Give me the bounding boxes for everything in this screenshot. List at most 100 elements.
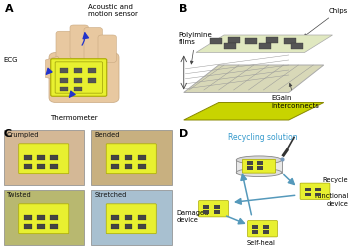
Bar (247, 161, 253, 165)
Ellipse shape (236, 168, 282, 176)
Text: Twisted: Twisted (7, 192, 32, 198)
FancyBboxPatch shape (51, 59, 107, 96)
Bar (125, 215, 132, 220)
Text: Recycling solution: Recycling solution (228, 132, 297, 141)
Text: Self-heal: Self-heal (246, 240, 275, 246)
Bar (138, 215, 146, 220)
Bar (138, 155, 146, 160)
Bar (284, 38, 296, 44)
FancyBboxPatch shape (106, 144, 156, 174)
Bar (210, 38, 222, 44)
Bar (50, 164, 58, 169)
Bar (125, 155, 132, 160)
Bar (60, 87, 68, 91)
Bar (214, 210, 220, 214)
Bar (228, 37, 240, 43)
Text: Stretched: Stretched (94, 192, 127, 198)
Bar (315, 188, 321, 191)
Bar (203, 205, 209, 209)
Bar (24, 224, 32, 229)
Bar (60, 78, 68, 82)
FancyBboxPatch shape (199, 200, 228, 217)
Polygon shape (184, 102, 324, 120)
Bar (262, 230, 269, 234)
Bar (74, 68, 82, 72)
Polygon shape (46, 56, 63, 80)
Bar (252, 230, 258, 234)
Bar (290, 43, 303, 49)
Ellipse shape (236, 156, 282, 164)
Bar (4, 130, 84, 185)
Bar (60, 68, 68, 72)
Bar (37, 164, 45, 169)
FancyBboxPatch shape (19, 144, 69, 174)
Text: Polyimine
films: Polyimine films (178, 32, 212, 64)
Bar (37, 155, 45, 160)
FancyBboxPatch shape (242, 160, 276, 173)
FancyBboxPatch shape (84, 28, 102, 60)
Bar (24, 215, 32, 220)
Text: Crumpled: Crumpled (7, 132, 40, 138)
Text: Bended: Bended (94, 132, 120, 138)
Bar (24, 155, 32, 160)
FancyBboxPatch shape (56, 31, 75, 61)
FancyBboxPatch shape (98, 35, 116, 62)
Text: B: B (178, 4, 187, 14)
Bar (257, 166, 263, 170)
Bar (50, 215, 58, 220)
Text: Acoustic and
motion sensor: Acoustic and motion sensor (88, 4, 137, 17)
Bar (37, 224, 45, 229)
Bar (262, 225, 269, 229)
Bar (214, 205, 220, 209)
Bar (50, 155, 58, 160)
Bar (74, 87, 82, 91)
Text: A: A (5, 4, 14, 14)
Text: Functional
device: Functional device (314, 194, 348, 206)
Bar (111, 164, 119, 169)
Bar (259, 43, 271, 49)
Bar (88, 78, 96, 82)
Bar (4, 190, 84, 245)
Bar (138, 164, 146, 169)
Bar (257, 161, 263, 165)
Text: Chips: Chips (304, 8, 348, 36)
Bar (304, 192, 311, 196)
Bar (203, 210, 209, 214)
Bar (50, 224, 58, 229)
Text: ECG: ECG (4, 57, 18, 63)
Bar (315, 192, 321, 196)
Bar (245, 38, 257, 44)
Text: Damaged
device: Damaged device (177, 210, 209, 223)
FancyBboxPatch shape (70, 25, 88, 59)
Bar (252, 225, 258, 229)
Polygon shape (184, 65, 324, 92)
Bar (236, 160, 282, 172)
FancyBboxPatch shape (300, 183, 330, 200)
Bar (138, 224, 146, 229)
Bar (266, 37, 278, 43)
Bar (125, 164, 132, 169)
Text: EGaIn
interconnects: EGaIn interconnects (271, 84, 319, 108)
Text: Thermometer: Thermometer (50, 115, 97, 121)
FancyBboxPatch shape (49, 52, 119, 102)
Bar (111, 224, 119, 229)
Bar (24, 164, 32, 169)
Bar (111, 215, 119, 220)
Bar (91, 190, 172, 245)
Text: D: D (178, 129, 188, 139)
Bar (125, 224, 132, 229)
Bar (224, 43, 236, 49)
Bar (74, 78, 82, 82)
Bar (304, 188, 311, 191)
Polygon shape (196, 35, 332, 52)
Bar (247, 166, 253, 170)
Bar (37, 215, 45, 220)
Text: Recycle: Recycle (323, 177, 348, 183)
Bar (88, 68, 96, 72)
FancyBboxPatch shape (248, 220, 277, 237)
FancyBboxPatch shape (106, 204, 156, 234)
Text: C: C (4, 129, 12, 139)
Bar (111, 155, 119, 160)
FancyBboxPatch shape (19, 204, 69, 234)
Bar (91, 130, 172, 185)
